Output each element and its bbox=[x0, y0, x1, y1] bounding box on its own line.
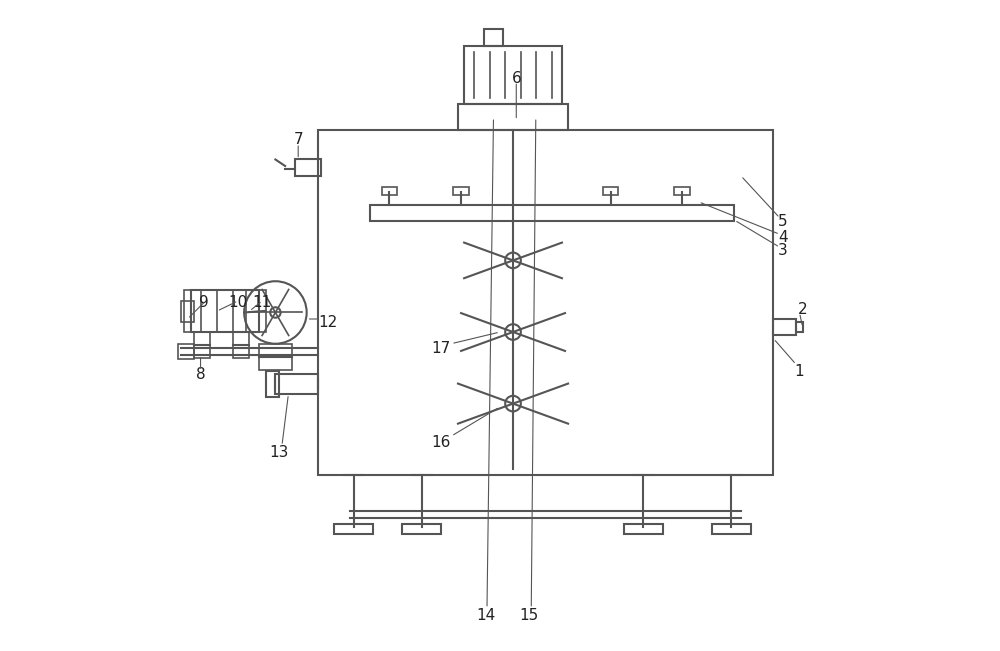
Bar bbox=[402, 524, 441, 534]
Bar bbox=[233, 332, 249, 358]
Bar bbox=[334, 524, 373, 534]
Text: 7: 7 bbox=[293, 132, 303, 148]
Bar bbox=[178, 344, 194, 359]
Bar bbox=[382, 187, 397, 195]
Text: 11: 11 bbox=[253, 295, 272, 311]
Text: 3: 3 bbox=[778, 243, 788, 258]
Text: 4: 4 bbox=[778, 230, 788, 245]
Bar bbox=[624, 524, 663, 534]
Bar bbox=[275, 374, 318, 394]
Bar bbox=[603, 187, 618, 195]
Text: 1: 1 bbox=[795, 363, 804, 379]
Bar bbox=[712, 524, 751, 534]
Bar bbox=[181, 301, 194, 322]
Text: 9: 9 bbox=[199, 295, 209, 311]
Text: 5: 5 bbox=[778, 214, 788, 229]
Text: 12: 12 bbox=[318, 314, 337, 330]
Text: 13: 13 bbox=[269, 445, 288, 460]
Text: 6: 6 bbox=[511, 70, 521, 86]
Text: 17: 17 bbox=[432, 340, 451, 356]
Bar bbox=[266, 371, 279, 397]
Bar bbox=[484, 29, 503, 46]
Text: 2: 2 bbox=[798, 301, 808, 317]
Bar bbox=[194, 332, 210, 358]
Text: 16: 16 bbox=[432, 435, 451, 450]
Bar bbox=[773, 319, 796, 335]
Bar bbox=[464, 46, 562, 104]
Text: 10: 10 bbox=[229, 295, 248, 311]
Text: 8: 8 bbox=[196, 367, 205, 382]
Bar bbox=[796, 322, 803, 332]
Bar bbox=[295, 159, 321, 176]
Bar bbox=[458, 104, 568, 130]
Bar bbox=[318, 130, 773, 475]
Bar bbox=[184, 290, 191, 332]
Bar bbox=[370, 205, 734, 221]
Text: 14: 14 bbox=[476, 607, 495, 623]
Bar bbox=[453, 187, 469, 195]
Text: 15: 15 bbox=[520, 607, 539, 623]
Bar bbox=[259, 290, 266, 332]
Bar bbox=[674, 187, 690, 195]
Bar bbox=[259, 344, 292, 370]
Bar bbox=[191, 290, 259, 332]
